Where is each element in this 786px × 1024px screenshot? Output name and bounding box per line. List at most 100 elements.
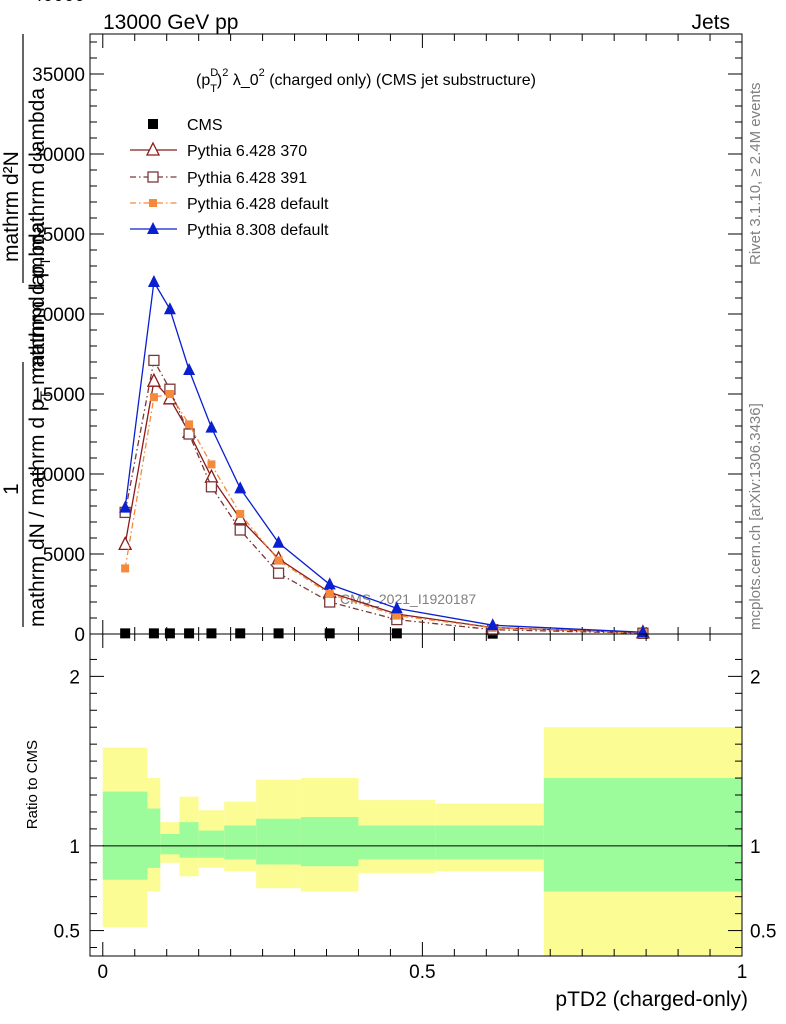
main-y-tick-label: 15000	[32, 385, 85, 406]
ratio-panel: 0.5 0.5 1 1 2 2 0 0.5 1 Ratio to CMS pTD2 (char…	[24, 633, 776, 1011]
series-pythia-8-308-default	[119, 275, 649, 638]
mcplots-reference-text: mcplots.cern.ch [arXiv:1306.3436]	[747, 403, 764, 630]
plot-title-sup2: 2	[222, 67, 228, 79]
x-axis-label: pTD2 (charged-only)	[555, 988, 748, 1011]
ratio-x-ticks: 0 0.5 1	[97, 634, 747, 983]
plot-title-mid: )	[217, 72, 222, 89]
data-point	[120, 628, 131, 639]
data-point	[324, 596, 336, 608]
series-pythia-6-428-default	[121, 390, 647, 637]
legend-label-cms: CMS	[187, 117, 223, 134]
data-point	[234, 481, 247, 494]
header-left-text: 13000 GeV pp	[103, 11, 238, 34]
data-point	[234, 524, 246, 536]
ratio-y-tick-label: 2	[69, 667, 80, 688]
ratio-band-inner	[256, 818, 301, 865]
ylabel-one: 1	[0, 483, 23, 495]
legend-label-pythia6-391: Pythia 6.428 391	[187, 170, 307, 187]
data-point	[272, 567, 285, 579]
data-point	[185, 420, 194, 429]
ratio-band-inner	[179, 822, 199, 858]
ylabel-den2-b: mathrm d lambda	[26, 88, 49, 258]
plot-title-tail: (charged only) (CMS jet substructure)	[265, 72, 536, 89]
data-point	[184, 628, 195, 639]
main-y-axis-label: 1 mathrm dN / mathrm d p T mathrm d lambd…	[0, 34, 53, 627]
ratio-band-inner	[147, 808, 161, 868]
data-point	[486, 618, 499, 631]
data-point	[147, 275, 160, 287]
legend-label-pythia6-default: Pythia 6.428 default	[187, 196, 329, 213]
plot-title-sup3: 2	[259, 67, 265, 79]
ratio-y-ticks: 0.5 0.5 1 1 2 2	[54, 658, 776, 949]
ylabel-den-b: mathrm d lambda	[26, 221, 49, 391]
main-y-tick-label: 0	[74, 625, 85, 646]
ratio-bands	[102, 727, 742, 956]
data-point	[206, 628, 217, 639]
data-point	[324, 628, 335, 639]
data-point	[148, 354, 160, 367]
main-y-tick-label: 40000	[32, 0, 85, 6]
ratio-y-tick-label: 0.5	[54, 922, 80, 943]
main-panel: 0 5000 10000 15000 20000 25000 30000 35000 40000…	[32, 0, 743, 646]
main-y-tick-label: 30000	[32, 145, 85, 166]
ylabel-numerator-2: mathrm d²N	[0, 151, 23, 262]
ratio-y-tick-label-right: 1	[750, 837, 761, 858]
plot-title: (pD T)2 λ_02 (charged only) (CMS jet subs…	[196, 67, 536, 95]
data-point	[273, 628, 284, 639]
data-point	[183, 363, 196, 375]
ratio-x-tick-label: 1	[737, 962, 748, 983]
ratio-band-inner	[543, 778, 742, 892]
main-x-ticks	[102, 34, 743, 634]
ratio-band-inner	[160, 833, 180, 855]
data-point	[164, 628, 175, 639]
ratio-x-tick-label: 0.5	[409, 962, 435, 983]
data-point	[391, 628, 402, 639]
ratio-band-inner	[198, 830, 225, 858]
legend-entry-pythia6-391: Pythia 6.428 391	[130, 170, 307, 187]
main-y-tick-label: 25000	[32, 225, 85, 246]
main-y-tick-label: 10000	[32, 465, 85, 486]
legend-label-pythia6-370: Pythia 6.428 370	[187, 143, 307, 160]
ratio-band-inner	[358, 825, 436, 860]
data-point	[236, 510, 245, 518]
ratio-band-inner	[300, 817, 359, 867]
data-point	[205, 481, 218, 493]
legend-entry-cms: CMS	[148, 117, 223, 134]
rivet-version-text: Rivet 3.1.10, ≥ 2.4M events	[747, 83, 764, 266]
data-point	[148, 628, 159, 639]
series-line	[124, 280, 643, 633]
legend-marker-pythia6-default	[149, 199, 157, 207]
ylabel-den2-sub: T	[37, 257, 53, 266]
plot-title-sup1: D	[210, 67, 218, 79]
data-point	[274, 556, 283, 565]
series-layer	[118, 275, 650, 639]
data-point	[323, 577, 336, 590]
ratio-x-tick-label: 0	[97, 962, 108, 983]
legend-marker-cms	[148, 119, 158, 129]
main-y-ticks: 0 5000 10000 15000 20000 25000 30000 35000 40000…	[32, 0, 742, 646]
ratio-y-tick-label-right: 2	[750, 667, 761, 688]
ylabel-den2-a: mathrm d p	[26, 266, 49, 372]
main-y-tick-label: 5000	[43, 545, 85, 566]
data-point	[118, 535, 133, 551]
ratio-band-inner	[102, 791, 148, 880]
ratio-y-axis-label: Ratio to CMS	[24, 740, 41, 829]
legend-marker-pythia6-370	[145, 141, 161, 156]
header-right-text: Jets	[691, 11, 730, 34]
data-point	[390, 601, 403, 614]
plot-title-rest: λ_0	[228, 72, 258, 89]
ylabel-denominator-2: mathrm d pT mathrm d lambda	[26, 88, 53, 372]
data-point	[149, 393, 158, 402]
ratio-band-inner	[435, 825, 544, 860]
data-point	[325, 590, 334, 598]
data-point	[163, 302, 176, 315]
data-point	[165, 390, 174, 398]
data-point	[207, 460, 216, 469]
series-line	[124, 358, 643, 634]
ylabel-den-a: mathrm dN / mathrm d p	[26, 399, 49, 627]
data-point	[146, 372, 161, 387]
legend-label-pythia8-default: Pythia 8.308 default	[187, 222, 329, 239]
analysis-watermark: CMS_2021_I1920187	[340, 591, 476, 607]
data-point	[235, 628, 246, 639]
